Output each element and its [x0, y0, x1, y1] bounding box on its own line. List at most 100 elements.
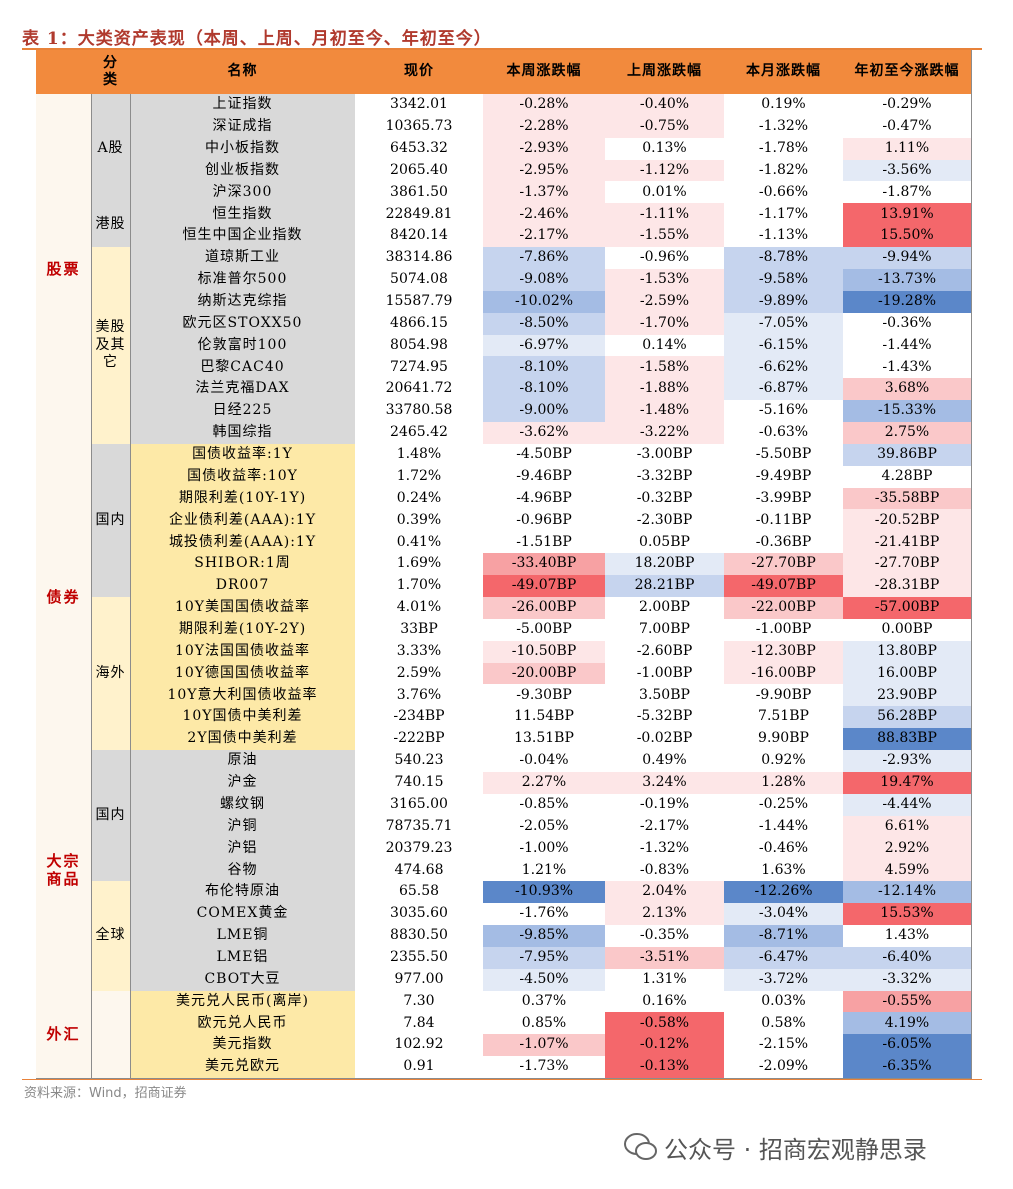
change-cell-text: -0.46% — [758, 839, 809, 856]
change-cell-text: 2.00BP — [639, 599, 690, 616]
asset-name-text: CBOT大豆 — [204, 970, 281, 987]
change-cell: -0.19% — [605, 793, 725, 817]
change-cell-text: -0.29% — [882, 96, 932, 113]
asset-name-text: 法兰克福DAX — [195, 380, 290, 397]
asset-name: LME铜 — [130, 924, 356, 948]
asset-price: -222BP — [355, 728, 484, 751]
asset-price-text: 977.00 — [394, 970, 444, 987]
asset-name: 标准普尔500 — [130, 268, 356, 292]
change-cell: -2.93% — [483, 137, 606, 161]
asset-price-text: 7.30 — [403, 992, 435, 1009]
change-cell: -1.32% — [724, 115, 844, 139]
change-cell-text: -8.78% — [758, 249, 809, 266]
asset-price: 7.84 — [355, 1012, 484, 1036]
change-cell-text: 1.21% — [521, 861, 567, 878]
change-cell-text: -5.50BP — [755, 446, 812, 463]
asset-name-text: 原油 — [227, 752, 258, 769]
change-cell-text: -1.00% — [519, 839, 569, 856]
change-cell: -7.05% — [724, 312, 844, 336]
change-cell-text: -22.00BP — [751, 599, 816, 616]
change-cell-text: 0.16% — [642, 992, 687, 1009]
change-cell: -9.89% — [724, 290, 844, 314]
asset-price: 0.39% — [355, 509, 484, 533]
change-cell-text: -3.72% — [758, 970, 809, 987]
asset-name: 10Y国债中美利差 — [130, 706, 356, 730]
change-cell-text: -3.51% — [639, 948, 690, 965]
change-cell-text: 7.51BP — [758, 708, 809, 725]
asset-name-text: 期限利差(10Y-1Y) — [178, 489, 307, 506]
asset-price-text: 1.69% — [396, 555, 442, 572]
change-cell: 15.53% — [843, 903, 972, 926]
change-cell-text: -0.83% — [639, 861, 690, 878]
change-cell-text: 7.00BP — [639, 620, 690, 637]
change-cell-text: 2.75% — [884, 424, 930, 441]
change-cell: 2.75% — [843, 422, 972, 445]
change-cell: -6.40% — [843, 946, 972, 970]
change-cell: 0.05BP — [605, 531, 725, 555]
change-cell-text: 3.50BP — [639, 686, 690, 703]
change-cell: -1.17% — [724, 203, 844, 227]
asset-name: 谷物 — [130, 859, 356, 883]
asset-name-text: 国债收益率:10Y — [187, 467, 298, 484]
change-cell-text: -0.85% — [519, 795, 569, 812]
change-cell-text: -26.00BP — [511, 599, 577, 616]
change-cell-text: -3.99BP — [755, 489, 812, 506]
asset-price: 740.15 — [355, 771, 484, 795]
change-cell: -57.00BP — [843, 596, 972, 620]
asset-price-text: 3035.60 — [390, 905, 448, 922]
asset-name-text: 美元兑人民币(离岸) — [176, 992, 309, 1009]
asset-name-text: 美元兑欧元 — [205, 1058, 280, 1075]
change-cell-text: -0.58% — [639, 1014, 690, 1031]
change-cell-text: -1.44% — [758, 817, 809, 834]
change-cell-text: -27.70BP — [874, 555, 940, 572]
change-cell-text: -1.00BP — [755, 620, 812, 637]
change-cell-text: 2.13% — [642, 905, 687, 922]
subgroup-cell-text: 全球 — [95, 927, 126, 944]
change-cell: -12.14% — [843, 881, 972, 905]
change-cell: -0.96BP — [483, 509, 606, 533]
change-cell-text: -1.70% — [639, 314, 690, 331]
asset-price-text: 0.39% — [396, 511, 442, 528]
asset-price-text: 8054.98 — [390, 336, 448, 353]
change-cell: -1.00% — [483, 837, 606, 861]
asset-name: 日经225 — [130, 400, 356, 423]
asset-price-text: 3342.01 — [390, 96, 448, 113]
change-cell-text: -1.88% — [639, 380, 690, 397]
asset-price: 33780.58 — [355, 400, 484, 423]
asset-name-text: 10Y法国国债收益率 — [174, 642, 311, 659]
change-cell: 0.92% — [724, 750, 844, 773]
change-cell: -4.50BP — [483, 443, 606, 467]
change-cell-text: -1.78% — [758, 139, 809, 156]
change-cell-text: -0.12% — [639, 1036, 690, 1053]
change-cell: 0.16% — [605, 990, 725, 1014]
change-cell: -6.47% — [724, 946, 844, 970]
asset-price-text: 2465.42 — [390, 424, 448, 441]
change-cell-text: -3.04% — [758, 905, 809, 922]
change-cell: 0.85% — [483, 1012, 606, 1036]
asset-price-text: 4.01% — [396, 599, 442, 616]
change-cell-text: 0.49% — [642, 752, 687, 769]
subgroup-cell-text: A股 — [97, 139, 124, 156]
asset-price: 7.30 — [355, 990, 484, 1014]
change-cell-text: -20.00BP — [511, 664, 577, 681]
asset-name: 10Y法国国债收益率 — [130, 640, 356, 664]
change-cell-text: 6.61% — [884, 817, 930, 834]
asset-name-text: 恒生指数 — [212, 205, 273, 222]
asset-price: 1.48% — [355, 443, 484, 467]
asset-name: 创业板指数 — [130, 159, 356, 183]
asset-price: 102.92 — [355, 1034, 484, 1058]
change-cell: 0.03% — [724, 990, 844, 1014]
change-cell-text: 0.00BP — [881, 620, 933, 637]
change-cell: -4.50% — [483, 968, 606, 992]
change-cell-text: 13.80BP — [877, 642, 937, 659]
change-cell-text: 0.58% — [761, 1014, 806, 1031]
change-cell-text: -7.05% — [758, 314, 809, 331]
asset-price-text: 0.41% — [396, 533, 442, 550]
header-cell: 名称 — [130, 50, 356, 95]
change-cell-text: -49.07BP — [511, 577, 577, 594]
change-cell-text: -0.28% — [519, 96, 569, 113]
asset-name-text: 巴黎CAC40 — [200, 358, 285, 375]
asset-name-text: 纳斯达克综指 — [197, 292, 288, 309]
change-cell-text: 0.19% — [761, 96, 806, 113]
asset-price: 33BP — [355, 618, 484, 642]
